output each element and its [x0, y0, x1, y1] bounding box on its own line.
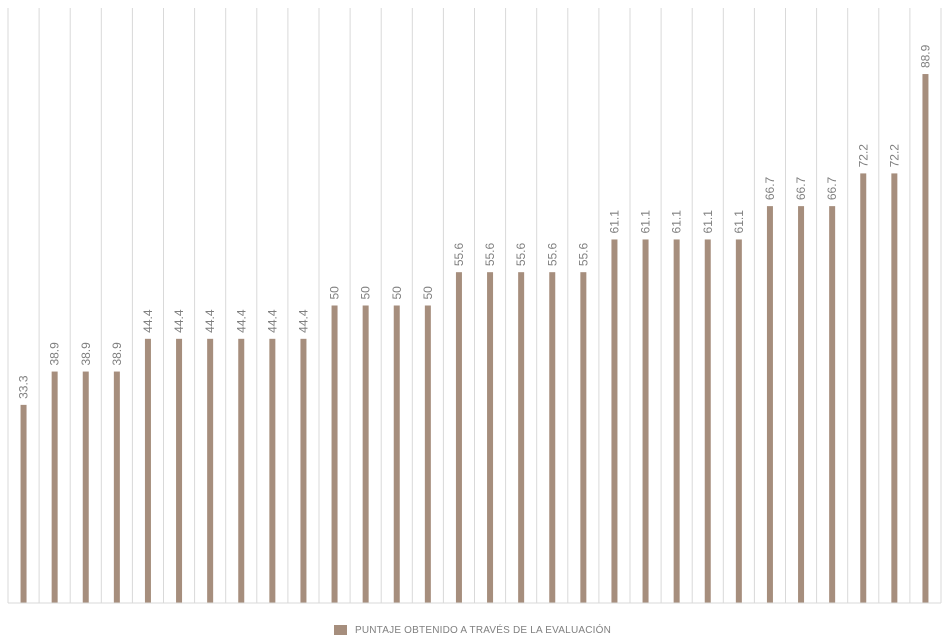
data-label: 55.6	[483, 242, 497, 266]
bar	[424, 305, 431, 603]
legend: PUNTAJE OBTENIDO A TRAVÉS DE LA EVALUACI…	[0, 622, 945, 638]
bar	[393, 305, 400, 603]
bar	[455, 272, 462, 603]
bar	[549, 272, 556, 603]
bar	[300, 338, 307, 603]
data-label: 44.4	[141, 309, 155, 333]
data-label: 44.4	[203, 309, 217, 333]
legend-swatch	[333, 625, 347, 635]
bar	[362, 305, 369, 603]
data-label: 44.4	[265, 309, 279, 333]
data-label: 33.3	[17, 375, 31, 399]
bar	[642, 239, 649, 603]
bar	[518, 272, 525, 603]
bars	[20, 74, 929, 604]
data-label: 55.6	[545, 242, 559, 266]
data-label: 55.6	[576, 242, 590, 266]
bar	[20, 404, 27, 603]
data-label: 88.9	[918, 44, 932, 68]
bar	[766, 206, 773, 603]
bar	[113, 371, 120, 603]
data-label: 50	[328, 286, 342, 300]
bar	[331, 305, 338, 603]
bar	[922, 74, 929, 604]
data-label: 55.6	[514, 242, 528, 266]
bar	[891, 173, 898, 603]
data-label: 44.4	[172, 309, 186, 333]
data-label: 50	[359, 286, 373, 300]
bar	[611, 239, 618, 603]
data-labels: 33.3 38.9 38.9 38.9 44.4 44.4 44.4 44.4 44.4 44.4…	[17, 44, 933, 399]
bar	[207, 338, 214, 603]
data-label: 72.2	[887, 144, 901, 168]
data-label: 44.4	[296, 309, 310, 333]
bar	[798, 206, 805, 603]
bar	[269, 338, 276, 603]
legend-label: PUNTAJE OBTENIDO A TRAVÉS DE LA EVALUACI…	[354, 624, 612, 636]
bar	[860, 173, 867, 603]
data-label: 72.2	[856, 144, 870, 168]
data-label: 50	[421, 286, 435, 300]
bar	[487, 272, 494, 603]
bar	[51, 371, 58, 603]
data-label: 66.7	[763, 176, 777, 200]
bar	[735, 239, 742, 603]
data-label: 61.1	[701, 210, 715, 234]
data-label: 38.9	[48, 342, 62, 366]
bar	[176, 338, 183, 603]
data-label: 66.7	[825, 176, 839, 200]
bar	[238, 338, 245, 603]
data-label: 50	[390, 286, 404, 300]
data-label: 38.9	[79, 342, 93, 366]
data-label: 61.1	[670, 210, 684, 234]
bar	[580, 272, 587, 603]
data-label: 38.9	[110, 342, 124, 366]
data-label: 44.4	[234, 309, 248, 333]
bar	[829, 206, 836, 603]
bar	[82, 371, 89, 603]
bar	[673, 239, 680, 603]
bar	[144, 338, 151, 603]
data-label: 55.6	[452, 242, 466, 266]
data-label: 61.1	[639, 210, 653, 234]
gridlines	[7, 8, 942, 603]
data-label: 61.1	[607, 210, 621, 234]
data-label: 61.1	[732, 210, 746, 234]
bar	[704, 239, 711, 603]
data-label: 66.7	[794, 176, 808, 200]
